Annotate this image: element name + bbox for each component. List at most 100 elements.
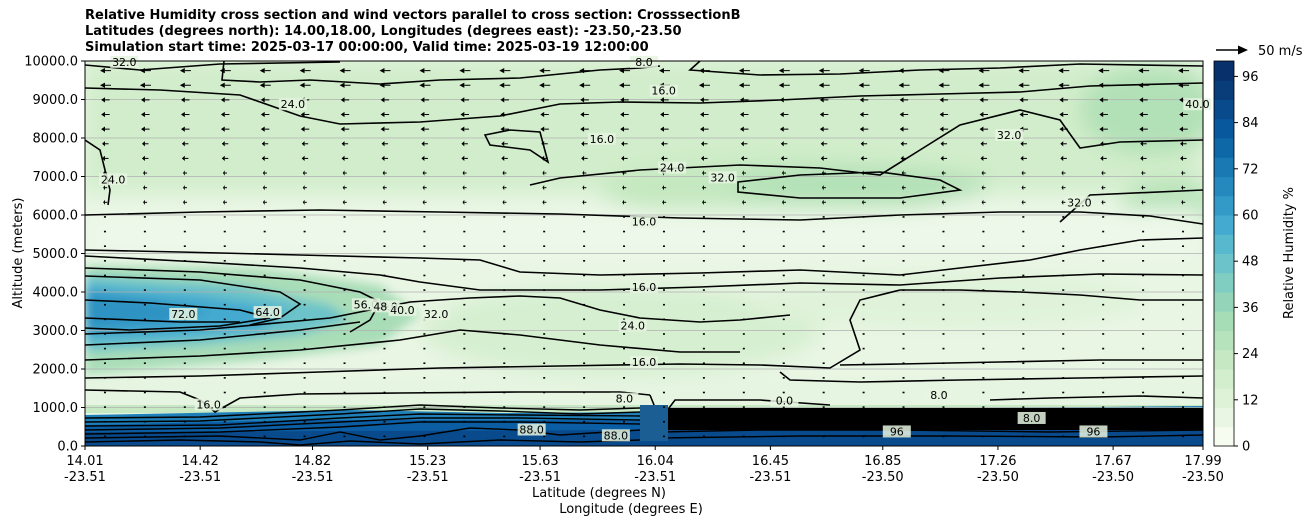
wind-arrow-dot <box>263 245 266 247</box>
wind-arrow-head <box>901 185 904 191</box>
wind-arrow-dot <box>822 435 825 438</box>
wind-arrow-dot <box>742 347 745 350</box>
wind-arrow-dot <box>662 216 665 218</box>
wind-arrow-dot <box>782 435 785 438</box>
wind-arrow-head <box>1018 68 1024 74</box>
wind-arrow-dot <box>702 406 705 408</box>
wind-arrow-dot <box>143 435 146 438</box>
wind-arrow-dot <box>543 245 546 247</box>
wind-arrow-dot <box>862 216 865 218</box>
wind-arrow-head <box>740 155 744 162</box>
wind-arrow-head <box>940 155 944 162</box>
wind-arrow-dot <box>1142 333 1145 335</box>
contour-label: 16.0 <box>632 216 657 229</box>
wind-arrow-head <box>1139 97 1144 103</box>
wind-arrow-dot <box>623 216 626 218</box>
wind-arrow-dot <box>862 230 865 233</box>
wind-arrow-dot <box>1142 289 1145 291</box>
wind-arrow-head <box>899 97 904 103</box>
wind-arrow-dot <box>1102 420 1105 423</box>
contour-label: 72.0 <box>171 308 196 321</box>
wind-arrow-dot <box>1062 260 1065 262</box>
wind-arrow-head <box>540 126 545 132</box>
wind-arrow-dot <box>942 230 945 233</box>
colorbar-segment <box>1214 157 1234 177</box>
wind-arrow-dot <box>982 274 985 277</box>
wind-arrow-dot <box>1182 230 1185 233</box>
contour-path <box>85 389 651 413</box>
wind-arrow-dot <box>503 362 506 365</box>
wind-arrow-dot <box>103 362 106 365</box>
wind-arrow-dot <box>1062 391 1065 394</box>
wind-arrow-dot <box>463 347 466 350</box>
wind-arrow-dot <box>1062 420 1065 423</box>
wind-arrow-head <box>738 68 744 74</box>
wind-arrow-head <box>702 170 704 176</box>
wind-arrow-dot <box>1142 377 1145 379</box>
wind-arrow-dot <box>1182 406 1185 408</box>
wind-arrow-dot <box>1062 274 1065 277</box>
wind-arrow-dot <box>1102 260 1105 262</box>
wind-arrow-head <box>1140 141 1144 147</box>
wind-arrow-dot <box>303 435 306 438</box>
contour-path <box>529 109 1203 186</box>
contour-path <box>85 255 1203 291</box>
wind-arrow-dot <box>263 333 266 335</box>
wind-arrow-dot <box>1182 362 1185 365</box>
wind-arrow-head <box>1140 155 1144 162</box>
colorbar-tick-label: 48 <box>1242 255 1259 270</box>
wind-arrow-dot <box>742 230 745 233</box>
wind-arrow-dot <box>1142 303 1145 306</box>
wind-arrow-dot <box>503 245 506 247</box>
wind-arrow-dot <box>982 362 985 365</box>
wind-arrow-head <box>542 199 545 205</box>
wind-arrow-dot <box>303 391 306 394</box>
contour-path <box>85 321 361 346</box>
wind-arrow-dot <box>1182 435 1185 438</box>
wind-arrow-head <box>539 82 545 88</box>
x-tick-label-lat: 16.85 <box>864 454 901 469</box>
colorbar-segment <box>1214 388 1234 408</box>
wind-arrow-head <box>1101 199 1104 205</box>
wind-arrow-head <box>141 126 145 132</box>
wind-arrow-head <box>819 126 824 132</box>
wind-arrow-dot <box>103 435 106 438</box>
wind-arrow-dot <box>1062 362 1065 365</box>
wind-arrow-dot <box>822 274 825 277</box>
contour-label: 88.0 <box>519 424 544 437</box>
colorbar-segment <box>1214 253 1234 274</box>
wind-arrow-head <box>1099 111 1104 118</box>
wind-arrow-dot <box>862 303 865 306</box>
wind-arrow-dot <box>662 391 665 394</box>
wind-arrow-dot <box>623 274 626 277</box>
contour-path <box>85 417 641 431</box>
wind-arrow-head <box>579 68 585 74</box>
wind-arrow-dot <box>1062 318 1065 321</box>
wind-arrow-head <box>1061 170 1064 176</box>
wind-arrow-dot <box>623 406 626 408</box>
wind-arrow-dot <box>702 274 705 277</box>
wind-arrow-dot <box>1062 289 1065 291</box>
wind-arrow-dot <box>383 245 386 247</box>
wind-arrow-head <box>941 199 944 205</box>
wind-arrow-head <box>340 97 345 103</box>
wind-arrow-dot <box>103 318 106 321</box>
wind-arrow-dot <box>702 333 705 335</box>
y-tick-label: 6000.0 <box>33 209 79 224</box>
wind-arrow-dot <box>543 318 546 321</box>
wind-arrow-dot <box>263 230 266 233</box>
wind-arrow-dot <box>463 420 466 423</box>
wind-arrow-head <box>143 185 145 191</box>
wind-arrow-head <box>861 199 864 205</box>
wind-arrow-dot <box>982 260 985 262</box>
contour-path <box>85 408 641 423</box>
wind-arrow-head <box>818 68 824 74</box>
contour-path <box>85 209 1203 225</box>
wind-arrow-head <box>539 68 545 74</box>
wind-arrow-dot <box>223 289 226 291</box>
wind-arrow-dot <box>982 230 985 233</box>
wind-arrow-dot <box>1022 230 1025 233</box>
wind-arrow-head <box>419 68 425 74</box>
wind-arrow-head <box>101 111 105 118</box>
wind-arrow-dot <box>543 303 546 306</box>
